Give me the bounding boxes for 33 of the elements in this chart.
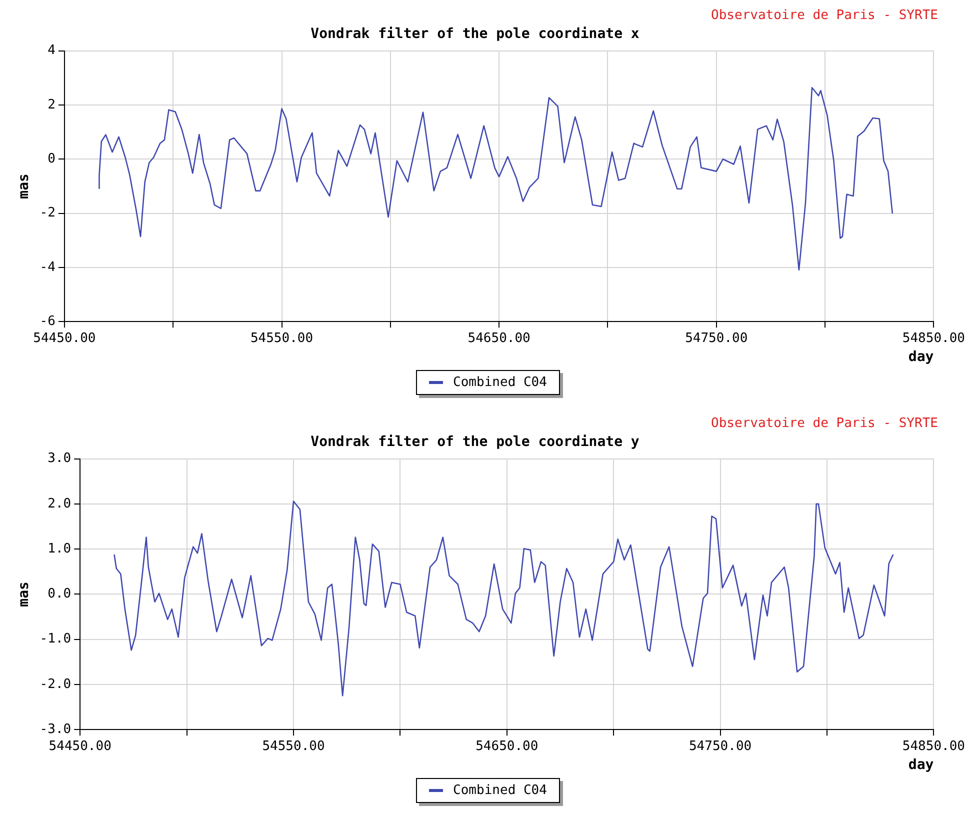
y-tick-label: -2.0 — [40, 676, 72, 692]
x-tick-label: 54850.00 — [902, 738, 966, 754]
y-tick-label: -4 — [40, 260, 56, 275]
y-tick-label: 3.0 — [48, 451, 72, 466]
y-tick-label: 2.0 — [48, 496, 72, 512]
y-tick-label: -6 — [40, 314, 56, 329]
y-tick-label: -1.0 — [40, 632, 72, 647]
y-tick-label: 1.0 — [48, 541, 72, 556]
chart-title: Vondrak filter of the pole coordinate x — [310, 26, 640, 42]
x-axis-title: day — [908, 349, 934, 366]
y-axis-title: mas — [16, 582, 32, 607]
x-tick-label: 54450.00 — [33, 330, 96, 346]
legend-label: Combined C04 — [453, 783, 547, 798]
x-tick-label: 54850.00 — [902, 330, 966, 346]
y-tick-label: 0.0 — [48, 586, 72, 602]
x-tick-label: 54550.00 — [250, 330, 314, 346]
x-tick-label: 54650.00 — [468, 330, 530, 346]
text: Observatoire de Paris - SYRTE — [710, 8, 939, 24]
x-tick-label: 54550.00 — [262, 738, 325, 754]
text: Observatoire de Paris - SYRTE — [710, 416, 939, 432]
x-axis-title: day — [908, 757, 934, 774]
y-tick-label: 0 — [48, 151, 56, 166]
y-tick-label: 2 — [48, 97, 56, 112]
x-tick-label: 54450.00 — [48, 738, 112, 754]
x-tick-label: 54750.00 — [685, 330, 748, 346]
y-tick-label: -2 — [40, 206, 56, 221]
chart-title: Vondrak filter of the pole coordinate y — [310, 434, 640, 450]
y-axis-title: mas — [16, 174, 32, 199]
x-tick-label: 54750.00 — [688, 738, 752, 754]
y-tick-label: 4 — [48, 43, 56, 58]
y-tick-label: -3.0 — [40, 722, 72, 737]
legend-label: Combined C04 — [453, 375, 547, 390]
x-tick-label: 54650.00 — [476, 738, 538, 754]
